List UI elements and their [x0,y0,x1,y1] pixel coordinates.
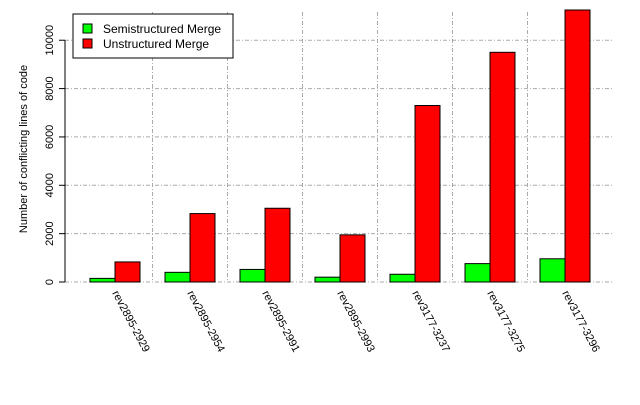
legend-label: Semistructured Merge [103,22,221,36]
y-tick-label: 0 [44,279,56,285]
x-tick-label: rev2895-2954 [184,289,226,355]
y-tick-label: 2000 [44,221,56,245]
bars [89,9,591,283]
y-tick-label: 8000 [44,76,56,100]
x-tick-label: rev2895-2993 [334,289,376,355]
bar-unstructured-merge-rev2895-2929 [114,261,141,283]
y-tick-label: 4000 [44,173,56,197]
bar-unstructured-merge-rev3177-3275 [489,51,516,283]
bar-semistructured-merge-rev2895-2993 [314,276,341,283]
y-axis: 0 2000 4000 6000 8000 10000 [44,25,66,285]
legend-swatch [82,38,93,49]
x-tick-label: rev2895-2991 [259,289,301,355]
bar-unstructured-merge-rev3177-3296 [564,9,591,283]
bar-semistructured-merge-rev3177-3296 [539,258,566,283]
x-tick-label: rev2895-2929 [109,289,151,355]
bar-unstructured-merge-rev2895-2993 [339,234,366,283]
legend-swatch [82,23,93,34]
x-tick-label: rev3177-3296 [559,289,601,355]
bar-unstructured-merge-rev2895-2991 [264,207,291,283]
bar-semistructured-merge-rev2895-2954 [164,271,191,283]
bar-unstructured-merge-rev3177-3237 [414,105,441,283]
legend-label: Unstructured Merge [103,37,209,51]
x-tick-label: rev3177-3275 [484,289,526,355]
y-axis-label: Number of conflicting lines of code [18,65,30,233]
y-tick-label: 6000 [44,125,56,149]
bar-semistructured-merge-rev2895-2929 [89,277,116,283]
bar-unstructured-merge-rev2895-2954 [189,213,216,283]
bar-semistructured-merge-rev3177-3237 [389,273,416,283]
bar-semistructured-merge-rev3177-3275 [464,263,491,283]
x-tick-labels: rev2895-2929 rev2895-2954 rev2895-2991 rev2… [109,289,601,355]
legend-box [72,13,234,59]
y-tick-label: 10000 [44,25,56,56]
bar-semistructured-merge-rev2895-2991 [239,268,266,283]
x-tick-label: rev3177-3237 [409,289,451,355]
